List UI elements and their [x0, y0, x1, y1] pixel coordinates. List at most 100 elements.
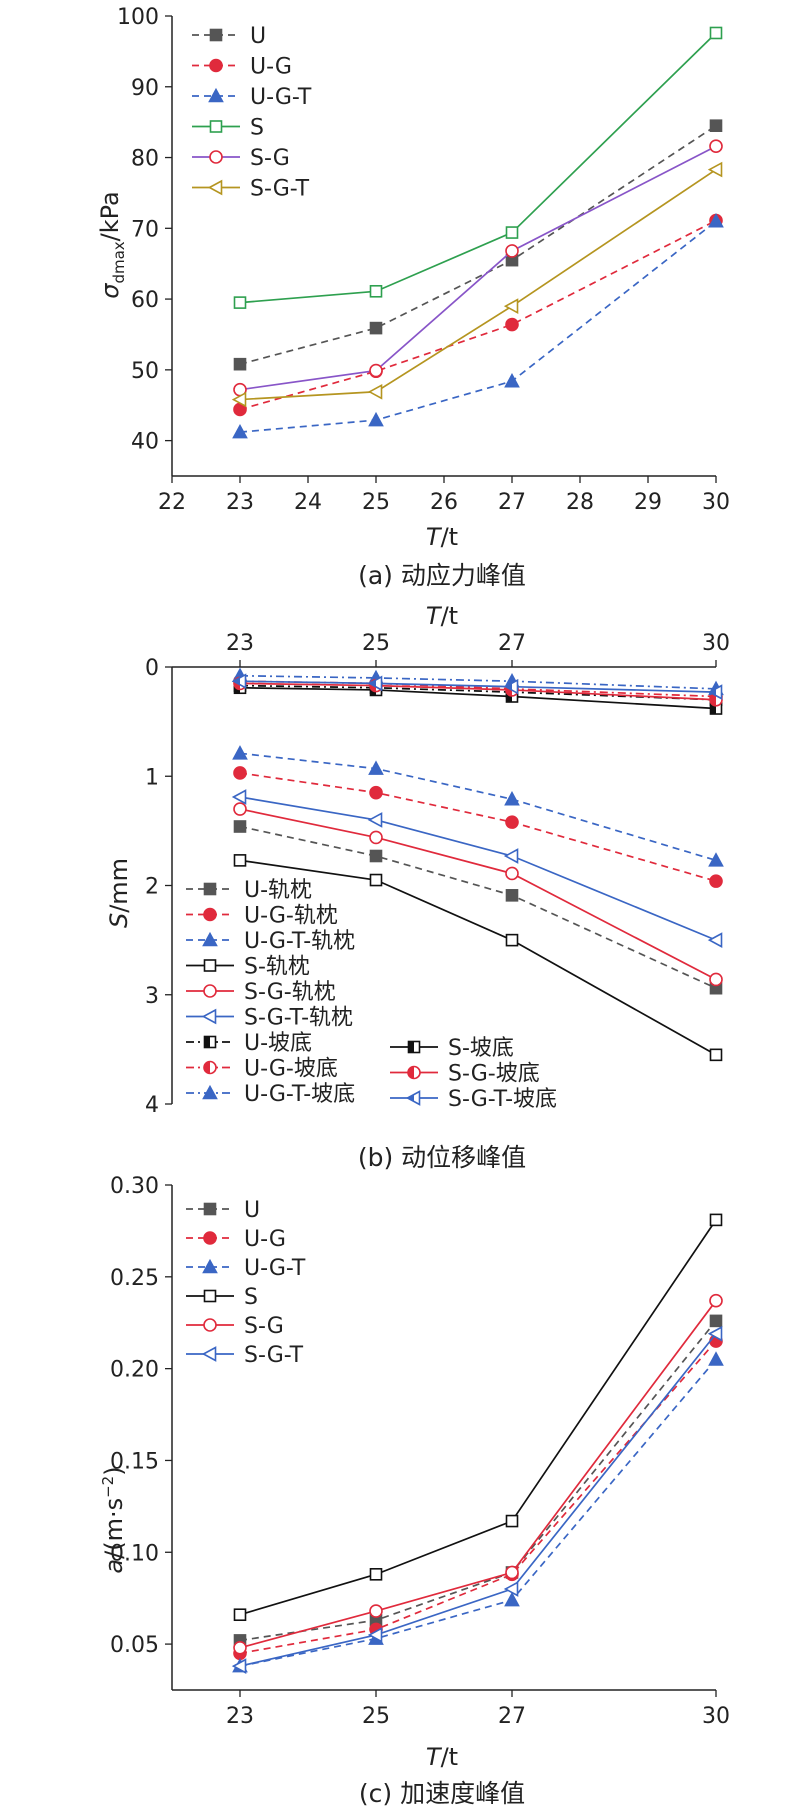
panel-c-y-tick-label: 0.30: [110, 1174, 159, 1199]
panel-a-x-tick-label: 30: [702, 490, 730, 515]
data-point: [708, 852, 724, 867]
legend-label: S-坡底: [448, 1036, 514, 1061]
series-line: [239, 752, 717, 862]
legend-swatch-marker: [203, 1202, 217, 1216]
legend-swatch-marker: [209, 150, 223, 164]
legend-swatch-marker: [209, 120, 223, 133]
data-point: [367, 383, 383, 400]
data-point: [505, 866, 519, 881]
data-point: [709, 1293, 723, 1308]
series-line: [239, 859, 717, 1056]
panel-b-series-5: [233, 802, 723, 987]
series-line: [239, 772, 717, 882]
data-point: [505, 815, 519, 829]
panel-a-y-axis-label: σdmax/kPa: [96, 191, 128, 299]
data-point: [368, 760, 384, 775]
legend-swatch-marker: [203, 1231, 217, 1245]
panel-b-y-axis-label: S/mm: [105, 858, 133, 928]
panel-c-plot: 23 25 27 30 0.05 0.10 0.15 0.20 0.25 0.30 U U-G U-G-…: [110, 1174, 730, 1729]
series-line: [239, 1320, 717, 1642]
legend-label: S: [250, 116, 264, 141]
series-line: [239, 825, 717, 989]
data-point: [233, 1608, 247, 1622]
panel-b-series-11: [233, 676, 723, 707]
panel-b-y-tick-label: 2: [145, 875, 159, 900]
data-point: [233, 357, 247, 371]
panel-a-x-tick-label: 23: [226, 490, 254, 515]
panel-c-y-tick-label: 0.05: [110, 1633, 159, 1658]
legend-swatch-marker: [201, 1008, 217, 1025]
data-point-half: [369, 680, 376, 687]
legend-label: S-G-T-坡底: [448, 1087, 557, 1112]
panel-b-series-3: [232, 745, 724, 867]
legend-swatch-marker: [208, 87, 224, 103]
data-point: [369, 873, 383, 887]
legend-label: U-轨枕: [244, 878, 312, 903]
data-point: [504, 791, 520, 806]
panel-b-legend: U-轨枕U-G-轨枕U-G-T-轨枕S-轨枕S-G-轨枕S-G-T-轨枕U-坡底…: [186, 878, 355, 1107]
legend-swatch-marker-half: [204, 1061, 210, 1074]
panel-c-legend: U U-G U-G-T S S-G S-G-T: [186, 1198, 306, 1368]
panel-c-series-3: [232, 1351, 724, 1673]
data-point: [367, 812, 383, 828]
data-point: [707, 932, 723, 948]
legend-label: U-G-T: [250, 85, 312, 110]
data-point: [709, 1048, 723, 1062]
data-point: [709, 26, 723, 40]
panel-c-y-tick-label: 0.15: [110, 1449, 159, 1474]
data-point: [231, 391, 247, 408]
data-point: [232, 423, 248, 439]
panel-a-series-5: [233, 139, 723, 397]
panel-b-x-tick-label: 27: [498, 631, 526, 656]
data-point: [233, 802, 247, 816]
series-line: [239, 1358, 717, 1667]
legend-label: U-G: [244, 1227, 286, 1252]
panel-c-x-tick-label: 23: [226, 1704, 254, 1729]
panel-a-x-tick-label: 25: [362, 490, 390, 515]
legend-label: U: [250, 24, 266, 49]
panel-a-y-tick-label: 80: [131, 147, 159, 172]
legend-label: U-G-轨枕: [244, 904, 338, 929]
panel-c-series-6: [231, 1325, 723, 1674]
series-line: [239, 1300, 717, 1649]
data-point: [369, 284, 383, 298]
series-line: [239, 145, 717, 391]
data-point: [231, 789, 247, 805]
panel-a-y-tick-label: 50: [131, 359, 159, 384]
legend-swatch-marker: [202, 931, 218, 947]
panel-c-y-axis-label: a/(m·s−2): [99, 1466, 128, 1573]
panel-c-x-tick-label: 27: [498, 1704, 526, 1729]
data-point: [503, 298, 519, 314]
legend-swatch-marker: [203, 907, 217, 922]
series-line: [239, 1333, 717, 1667]
data-point: [368, 411, 384, 427]
series-line: [239, 168, 717, 401]
panel-a-y-tick-label: 90: [131, 76, 159, 101]
legend-label: U-G-T-坡底: [244, 1082, 355, 1107]
data-point: [709, 1314, 723, 1328]
data-point: [505, 317, 519, 332]
legend-label: S-G-T: [244, 1343, 304, 1368]
legend-swatch-marker: [203, 1289, 217, 1303]
data-point: [231, 1658, 247, 1674]
data-point: [367, 1627, 383, 1643]
legend-label: S-G-T-轨枕: [244, 1006, 353, 1031]
legend-label: U-坡底: [244, 1031, 312, 1056]
panel-c-series-1: [233, 1314, 723, 1647]
series-line: [239, 219, 717, 411]
data-point: [369, 785, 383, 800]
panel-a-legend: U U-G U-G-T S S-G S-G-T: [192, 24, 312, 202]
data-point: [708, 1351, 724, 1366]
panel-a-series-2: [233, 213, 723, 417]
panel-b-y-tick-label: 1: [145, 765, 159, 790]
data-point-half: [709, 688, 716, 696]
legend-swatch-marker: [203, 882, 217, 896]
panel-a-series-3: [232, 213, 724, 439]
legend-swatch-marker: [203, 984, 217, 998]
series-line: [239, 684, 717, 701]
data-point: [707, 161, 723, 178]
legend-swatch-marker-half: [407, 1094, 414, 1102]
data-point: [709, 874, 723, 888]
panel-c-y-tick-label: 0.25: [110, 1266, 159, 1291]
series-line: [239, 680, 717, 698]
